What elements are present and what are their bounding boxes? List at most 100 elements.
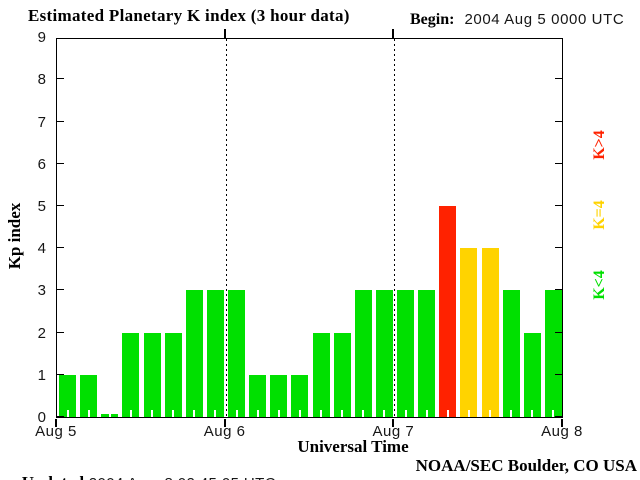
day-tick-bottom	[392, 419, 395, 427]
interval-tick	[235, 410, 238, 417]
x-tick-label: Aug 8	[541, 423, 583, 440]
y-tick	[555, 416, 562, 417]
y-tick	[57, 162, 64, 164]
kp-bar	[143, 332, 161, 417]
interval-tick	[489, 410, 492, 417]
begin-time: Begin: 2004 Aug 5 0000 UTC	[410, 11, 624, 29]
chart-title: Estimated Planetary K index (3 hour data…	[28, 6, 350, 25]
interval-tick	[425, 410, 428, 417]
y-tick	[555, 247, 562, 249]
y-tick-label: 0	[37, 409, 46, 426]
kp-bar	[460, 248, 478, 417]
kp-bar	[291, 374, 309, 417]
y-tick-label: 5	[37, 198, 46, 215]
y-tick	[57, 373, 64, 375]
interval-tick	[404, 410, 407, 417]
kp-bar	[333, 332, 351, 417]
x-tick-label: Aug 7	[372, 423, 415, 440]
y-tick	[555, 289, 562, 291]
x-tick-label: Aug 5	[35, 423, 77, 440]
updated-timestamp: Updated 2004 Aug 8 02:45:05 UTC	[4, 455, 276, 480]
interval-tick	[341, 410, 344, 417]
interval-tick	[446, 410, 449, 417]
interval-tick	[108, 410, 111, 417]
y-tick	[555, 373, 562, 375]
day-gridline	[394, 39, 396, 417]
kp-bar	[523, 332, 541, 417]
y-tick	[57, 416, 64, 417]
interval-tick	[510, 410, 513, 417]
y-tick	[57, 289, 64, 291]
plot-area	[56, 38, 563, 418]
day-tick-bottom	[55, 419, 57, 427]
updated-label: Updated	[22, 473, 84, 480]
y-tick	[555, 162, 562, 164]
y-tick-label: 2	[37, 324, 46, 342]
y-tick-label: 9	[37, 29, 46, 47]
interval-tick	[298, 410, 301, 417]
kp-bar	[228, 290, 245, 417]
kp-bar	[544, 290, 562, 417]
interval-tick	[362, 410, 365, 417]
legend-label-1: K=4	[591, 200, 608, 230]
day-tick-bottom	[223, 419, 226, 427]
interval-tick	[172, 410, 175, 417]
interval-tick	[383, 410, 386, 417]
source-credit: NOAA/SEC Boulder, CO USA	[415, 456, 637, 475]
interval-tick	[129, 410, 132, 417]
interval-tick	[320, 410, 323, 417]
y-tick	[57, 247, 64, 249]
y-tick	[555, 120, 562, 122]
interval-tick	[552, 410, 555, 417]
x-axis-title: Universal Time	[297, 437, 409, 456]
y-tick-label: 3	[37, 282, 46, 300]
y-tick-label: 1	[37, 366, 46, 384]
y-tick	[555, 331, 562, 333]
kp-bar	[80, 374, 98, 417]
y-tick	[57, 38, 64, 39]
legend-label-2: K<4	[591, 270, 608, 300]
y-tick-label: 4	[37, 240, 46, 258]
legend-label-0: K>4	[591, 130, 608, 160]
kp-bar	[375, 290, 393, 417]
kp-bar	[270, 374, 288, 417]
y-tick-label: 8	[37, 71, 46, 89]
kp-bar	[397, 290, 414, 417]
interval-tick	[467, 410, 470, 417]
interval-tick	[87, 410, 90, 417]
day-tick-top	[223, 29, 226, 38]
interval-tick	[151, 410, 154, 417]
day-gridline	[225, 39, 227, 417]
kp-bar	[185, 290, 203, 417]
begin-value: 2004 Aug 5 0000 UTC	[464, 11, 625, 28]
y-tick	[57, 205, 64, 206]
kp-bar	[502, 290, 520, 417]
y-tick	[57, 120, 64, 122]
day-tick-bottom	[561, 419, 563, 427]
interval-tick	[214, 410, 217, 417]
kp-bar	[439, 206, 457, 417]
kp-bar	[206, 290, 224, 417]
interval-tick	[531, 410, 534, 417]
updated-value: 2004 Aug 8 02:45:05 UTC	[84, 475, 276, 480]
kp-bar	[59, 374, 76, 417]
kp-bar	[354, 290, 372, 417]
y-tick-label: 6	[37, 155, 46, 173]
kp-bar	[164, 332, 182, 417]
kp-bar	[481, 248, 499, 417]
y-tick-label: 7	[37, 113, 46, 131]
day-tick-top	[392, 29, 395, 38]
kp-bar	[418, 290, 436, 417]
y-tick	[555, 78, 562, 80]
kp-bar	[312, 332, 330, 417]
y-tick	[57, 331, 64, 333]
interval-tick	[193, 410, 196, 417]
y-tick	[555, 205, 562, 206]
interval-tick	[277, 410, 280, 417]
interval-tick	[66, 410, 69, 417]
x-tick-label: Aug 6	[203, 423, 246, 440]
kp-bar	[249, 374, 267, 417]
kp-bar	[122, 332, 140, 417]
y-tick	[555, 38, 562, 39]
